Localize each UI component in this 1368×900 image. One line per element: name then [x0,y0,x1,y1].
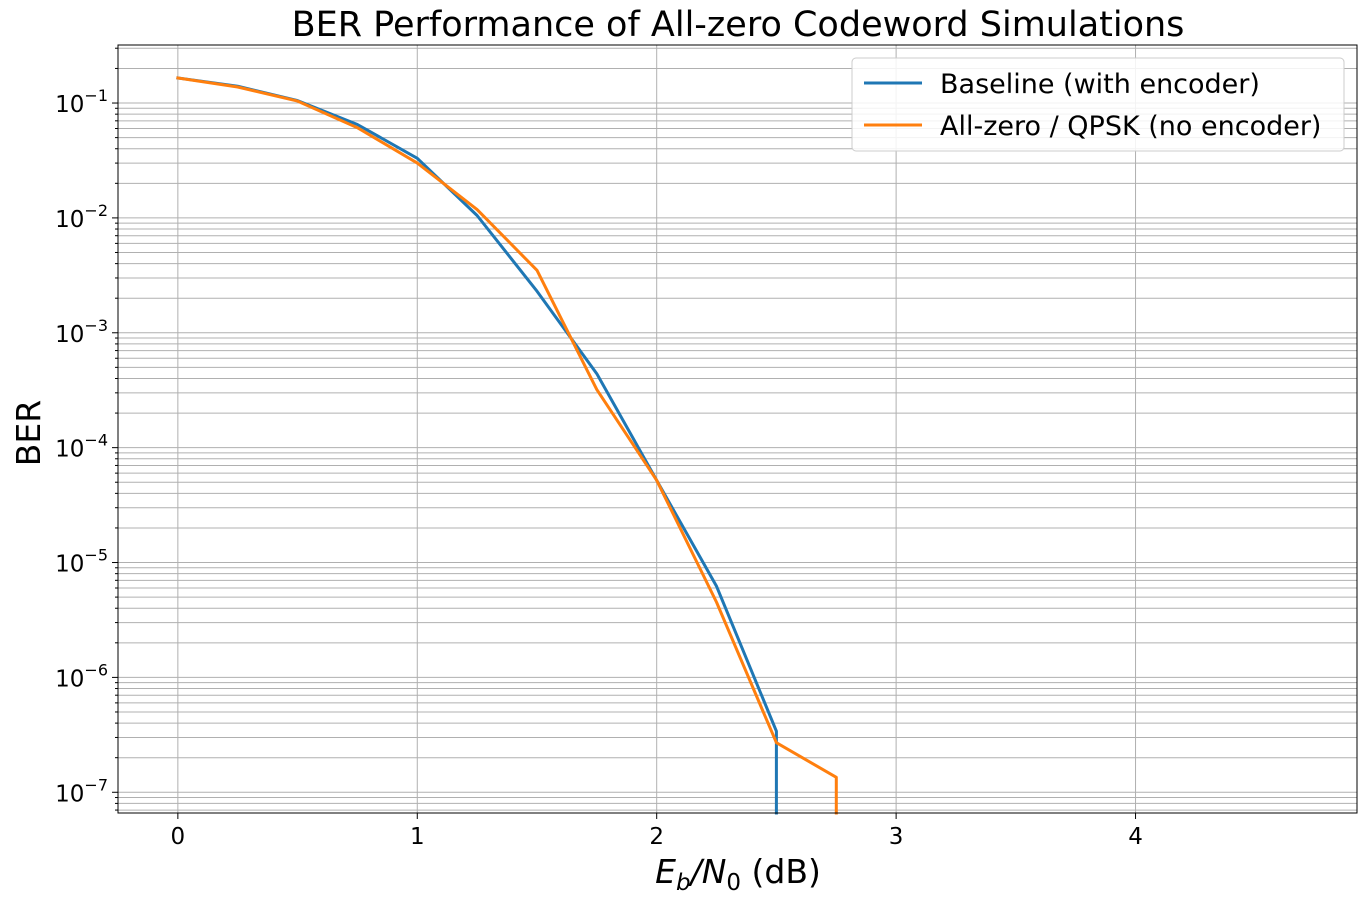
x-tick-label: 2 [649,824,664,850]
y-tick-base: 10 [55,92,84,118]
y-tick-base: 10 [55,781,84,807]
x-label-sub-b: b [676,870,691,896]
x-axis-label: Eb/N0 (dB) [655,852,821,896]
y-tick-exponent: −7 [84,775,108,794]
y-tick-exponent: −1 [84,86,108,105]
axis-ticks: 10−710−610−510−410−310−210−10 1 2 3 4 [55,47,1143,850]
y-tick-label: 10−6 [55,660,108,692]
y-tick-exponent: −3 [84,316,108,335]
y-tick-exponent: −4 [84,431,108,450]
y-tick-exponent: −2 [84,201,108,220]
y-tick-base: 10 [55,666,84,692]
y-tick-base: 10 [55,437,84,463]
y-tick-label: 10−7 [55,775,108,807]
legend-entry-allzero: All-zero / QPSK (no encoder) [940,111,1321,142]
x-label-n: /N [688,852,727,891]
y-tick-exponent: −6 [84,660,108,679]
chart-title: BER Performance of All-zero Codeword Sim… [292,5,1185,45]
legend-box [851,57,1345,152]
y-tick-base: 10 [55,207,84,233]
series-lines [176,76,838,815]
x-label-e: E [655,852,676,891]
y-tick-label: 10−3 [55,316,108,348]
grid [118,45,1357,813]
x-tick-label: 1 [410,824,425,850]
x-tick-label: 3 [889,824,904,850]
legend: Baseline (with encoder) All-zero / QPSK … [851,57,1345,152]
y-tick-label: 10−2 [55,201,108,233]
y-tick-exponent: −5 [84,546,108,565]
x-tick-label: 0 [171,824,186,850]
plot-frame [117,44,1358,814]
legend-entry-baseline: Baseline (with encoder) [940,69,1260,100]
y-tick-base: 10 [55,552,84,578]
y-tick-label: 10−1 [55,86,108,118]
series-line-1 [176,76,838,815]
y-tick-label: 10−5 [55,546,108,578]
y-tick-base: 10 [55,322,84,348]
y-axis-label: BER [9,400,48,466]
x-label-sub-0: 0 [726,870,741,896]
y-tick-label: 10−4 [55,431,108,463]
x-tick-label: 4 [1128,824,1143,850]
x-label-unit: (dB) [741,852,821,891]
